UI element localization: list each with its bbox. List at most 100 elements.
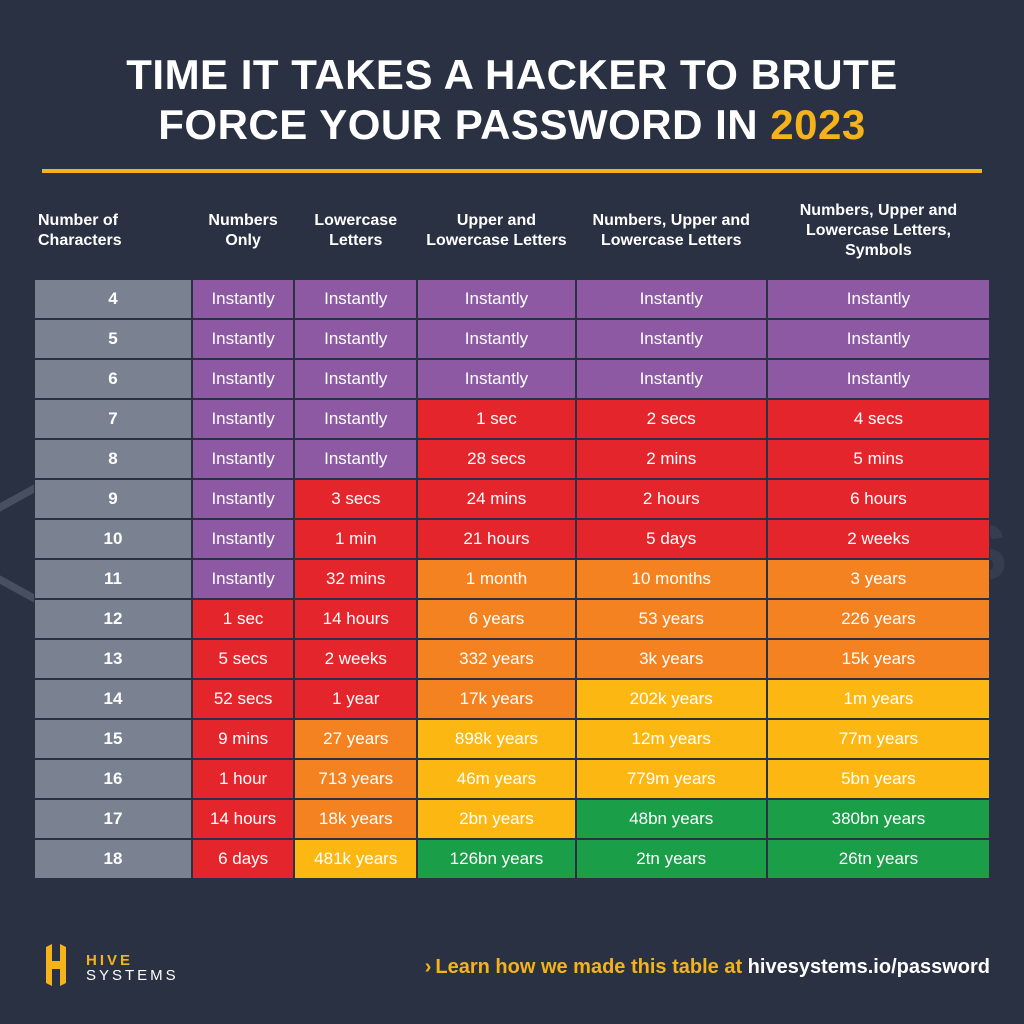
table-row: 159 mins27 years898k years12m years77m y… [34,719,990,759]
table-cell: Instantly [417,279,575,319]
table-cell: 713 years [294,759,417,799]
table-cell: 226 years [767,599,990,639]
table-cell: Instantly [576,359,767,399]
table-cell: 27 years [294,719,417,759]
table-cell: 380bn years [767,799,990,839]
table-cell: 1 month [417,559,575,599]
table-cell: Instantly [767,279,990,319]
table-row: 7InstantlyInstantly1 sec2 secs4 secs [34,399,990,439]
table-cell: Instantly [192,359,294,399]
table-row: 11Instantly32 mins1 month10 months3 year… [34,559,990,599]
table-cell: 3 years [767,559,990,599]
table-cell: Instantly [417,359,575,399]
table-cell: 1 sec [192,599,294,639]
table-row: 5InstantlyInstantlyInstantlyInstantlyIns… [34,319,990,359]
table-cell: 15k years [767,639,990,679]
col-header-all: Numbers, Upper and Lowercase Letters, Sy… [767,195,990,279]
table-cell: 14 hours [294,599,417,639]
table-cell: 332 years [417,639,575,679]
row-characters: 9 [34,479,192,519]
table-cell: 481k years [294,839,417,879]
table-cell: 77m years [767,719,990,759]
table-row: 186 days481k years126bn years2tn years26… [34,839,990,879]
table-row: 121 sec14 hours6 years53 years226 years [34,599,990,639]
password-crack-table: Number of Characters Numbers Only Lowerc… [34,195,990,879]
table-row: 135 secs2 weeks332 years3k years15k year… [34,639,990,679]
table-row: 6InstantlyInstantlyInstantlyInstantlyIns… [34,359,990,399]
table-cell: 1 sec [417,399,575,439]
table-cell: Instantly [192,559,294,599]
table-cell: 2 weeks [767,519,990,559]
table-cell: Instantly [294,319,417,359]
col-header-upper-lower: Upper and Lowercase Letters [417,195,575,279]
footer-link-url: hivesystems.io/password [748,956,990,978]
table-cell: 5 mins [767,439,990,479]
col-header-num-upper-lower: Numbers, Upper and Lowercase Letters [576,195,767,279]
table-cell: 53 years [576,599,767,639]
table-cell: 2 secs [576,399,767,439]
table-row: 1452 secs1 year17k years202k years1m yea… [34,679,990,719]
row-characters: 4 [34,279,192,319]
table-cell: 1 hour [192,759,294,799]
table-cell: 126bn years [417,839,575,879]
row-characters: 15 [34,719,192,759]
table-cell: 2bn years [417,799,575,839]
table-cell: 6 hours [767,479,990,519]
table-cell: 26tn years [767,839,990,879]
table-cell: Instantly [767,359,990,399]
table-cell: 12m years [576,719,767,759]
table-header-row: Number of Characters Numbers Only Lowerc… [34,195,990,279]
table-cell: Instantly [576,279,767,319]
row-characters: 11 [34,559,192,599]
col-header-numbers: Numbers Only [192,195,294,279]
footer-link[interactable]: ›Learn how we made this table at hivesys… [425,956,990,979]
table-cell: Instantly [294,439,417,479]
table-cell: 28 secs [417,439,575,479]
row-characters: 16 [34,759,192,799]
row-characters: 13 [34,639,192,679]
logo-systems: SYSTEMS [86,968,179,983]
row-characters: 7 [34,399,192,439]
table-row: 8InstantlyInstantly28 secs2 mins5 mins [34,439,990,479]
title-line2-prefix: FORCE YOUR PASSWORD IN [158,101,770,148]
table-cell: 46m years [417,759,575,799]
logo-hive: HIVE [86,953,179,968]
table-cell: Instantly [767,319,990,359]
table-cell: 202k years [576,679,767,719]
row-characters: 18 [34,839,192,879]
table-cell: 21 hours [417,519,575,559]
table-cell: 2tn years [576,839,767,879]
table-row: 9Instantly3 secs24 mins2 hours6 hours [34,479,990,519]
footer-link-prefix: Learn how we made this table at [435,956,747,978]
table-cell: 32 mins [294,559,417,599]
table-cell: 4 secs [767,399,990,439]
title-divider [42,169,982,173]
table-cell: 779m years [576,759,767,799]
table-cell: 898k years [417,719,575,759]
footer: HIVE SYSTEMS ›Learn how we made this tab… [34,939,990,996]
table-cell: 5bn years [767,759,990,799]
table-cell: Instantly [417,319,575,359]
table-cell: 5 secs [192,639,294,679]
table-row: 10Instantly1 min21 hours5 days2 weeks [34,519,990,559]
table-cell: 6 days [192,839,294,879]
table-cell: Instantly [192,439,294,479]
logo: HIVE SYSTEMS [34,939,179,996]
row-characters: 17 [34,799,192,839]
row-characters: 6 [34,359,192,399]
hive-logo-icon [34,939,78,996]
table-cell: Instantly [192,399,294,439]
row-characters: 12 [34,599,192,639]
chevron-right-icon: › [425,956,432,978]
table-cell: 14 hours [192,799,294,839]
table-cell: 5 days [576,519,767,559]
logo-text: HIVE SYSTEMS [86,953,179,983]
table-cell: 48bn years [576,799,767,839]
table-cell: 10 months [576,559,767,599]
table-cell: 2 hours [576,479,767,519]
table-cell: 18k years [294,799,417,839]
col-header-characters: Number of Characters [34,195,192,279]
table-row: 161 hour713 years46m years779m years5bn … [34,759,990,799]
col-header-lowercase: Lowercase Letters [294,195,417,279]
table-cell: 1 year [294,679,417,719]
